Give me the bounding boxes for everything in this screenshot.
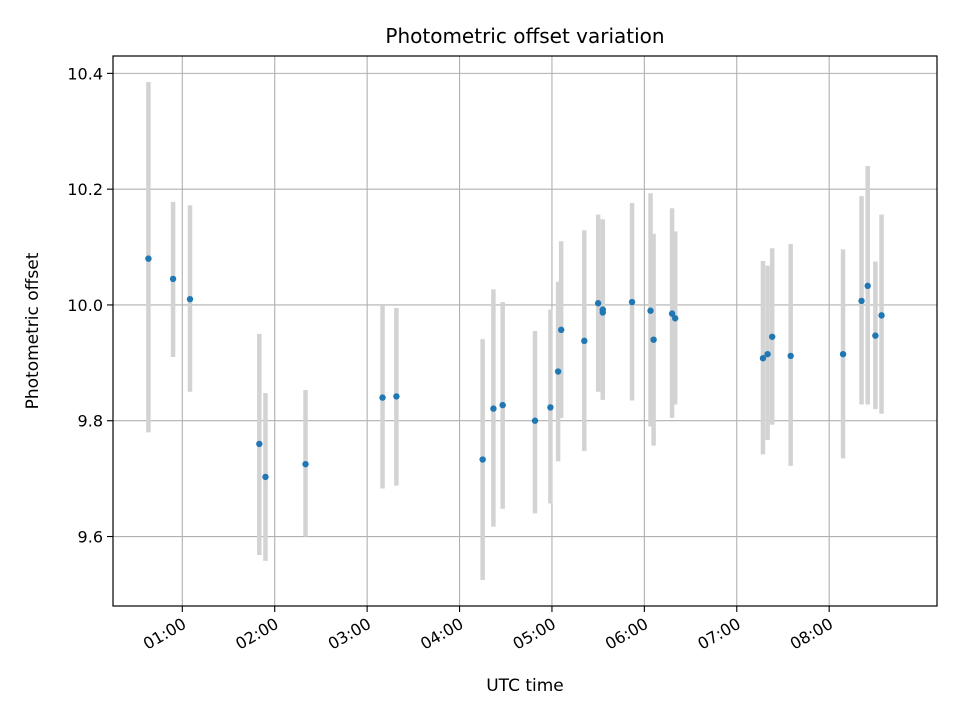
y-tick-label: 10.4: [67, 64, 103, 83]
data-point: [668, 310, 676, 317]
data-point: [479, 456, 486, 463]
plot-frame: [112, 55, 938, 607]
data-point: [531, 417, 539, 424]
data-point: [262, 473, 269, 481]
data-point: [787, 352, 794, 360]
data-point: [594, 300, 602, 307]
data-point: [581, 337, 588, 345]
y-tick-label: 10.0: [67, 296, 103, 315]
y-tick-label: 9.6: [78, 528, 103, 547]
data-point: [759, 355, 767, 362]
y-axis-label: Photometric offset: [23, 252, 43, 409]
data-point: [379, 394, 386, 401]
data-point: [769, 333, 776, 340]
data-point: [554, 368, 562, 375]
chart-title: Photometric offset variation: [385, 24, 664, 48]
data-point: [599, 306, 606, 313]
data-point: [302, 460, 309, 468]
data-point: [878, 312, 885, 319]
data-point: [256, 440, 263, 448]
x-axis-label: UTC time: [486, 676, 564, 696]
data-point: [839, 350, 847, 358]
plot-area: [113, 56, 937, 606]
grid: [113, 56, 937, 606]
data-point: [628, 298, 636, 306]
data-points: [145, 255, 885, 481]
y-axis-ticks: 9.6 9.8 10.0 10.2 10.4: [67, 64, 113, 547]
data-point: [872, 332, 879, 339]
data-point: [650, 336, 657, 343]
data-point: [490, 405, 497, 412]
data-point: [547, 404, 554, 411]
data-point: [864, 282, 871, 290]
data-point: [858, 297, 865, 305]
data-point: [169, 275, 177, 283]
data-point: [393, 393, 400, 400]
y-tick-label: 10.2: [67, 180, 103, 199]
y-tick-label: 9.8: [78, 412, 103, 431]
data-point: [186, 295, 194, 303]
data-point: [647, 307, 654, 314]
data-point: [557, 326, 565, 334]
data-point: [145, 255, 152, 262]
data-point: [764, 350, 771, 358]
data-point: [671, 315, 679, 322]
data-point: [499, 401, 506, 409]
